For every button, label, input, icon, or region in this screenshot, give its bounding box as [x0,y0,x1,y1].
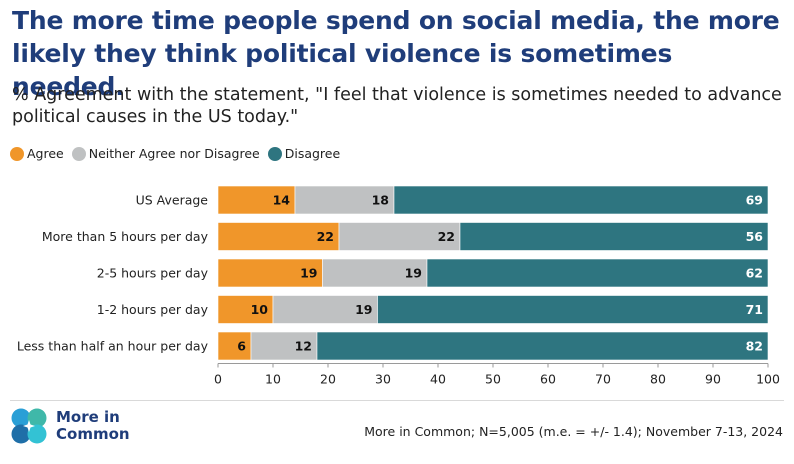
data-label-agree: 19 [300,266,317,281]
x-tick-label: 100 [756,372,780,387]
bar-neither [338,222,461,251]
data-label-neither: 18 [372,193,389,208]
data-label-neither: 22 [438,229,455,244]
legend-label-neither: Neither Agree nor Disagree [88,146,260,161]
data-label-disagree: 56 [746,229,764,244]
category-label: 2-5 hours per day [97,266,209,281]
footer-divider [10,400,784,401]
x-tick-label: 0 [214,372,222,387]
bar-disagree [459,222,769,251]
bar-disagree [316,331,769,361]
data-label-agree: 6 [237,339,246,354]
more-in-common-logo: More in Common [10,407,130,445]
data-label-disagree: 69 [746,193,763,208]
bar-neither [250,331,318,361]
legend-item-disagree: Disagree [267,146,341,161]
bar-agree [217,331,252,361]
legend-item-agree: Agree [10,146,64,161]
x-tick-label: 20 [320,372,336,387]
category-label: 1-2 hours per day [97,302,209,317]
x-tick-label: 90 [705,372,721,387]
data-label-disagree: 62 [746,266,763,281]
bar-disagree [377,295,769,324]
legend-swatch-disagree [267,146,282,161]
category-label: Less than half an hour per day [17,339,209,354]
chart-title: The more time people spend on social med… [12,6,780,101]
data-label-neither: 19 [405,266,422,281]
x-tick-label: 30 [375,372,391,387]
data-label-agree: 10 [251,302,269,317]
legend-swatch-agree [10,146,24,161]
logo-text-line2: Common [56,425,130,443]
bar-agree [217,295,274,324]
data-label-disagree: 82 [746,339,763,354]
bar-disagree [393,185,769,215]
legend: Agree Neither Agree nor Disagree Disagre… [10,146,348,161]
bar-agree [217,258,323,288]
legend-item-neither: Neither Agree nor Disagree [71,146,260,161]
bar-agree [217,222,340,251]
logo-mark-icon [11,408,47,444]
legend-label-agree: Agree [27,146,64,161]
stacked-bar-chart: US Average 14 18 69 More than 5 hours per da… [17,185,780,387]
bar-neither [322,258,428,288]
bar-disagree [426,258,769,288]
data-label-neither: 12 [295,339,312,354]
x-tick-label: 70 [595,372,611,387]
x-tick-label: 40 [430,372,446,387]
data-label-agree: 14 [273,193,291,208]
logo-text: More in Common [56,409,130,443]
x-tick-label: 80 [650,372,666,387]
logo-text-line1: More in [56,408,120,426]
legend-label-disagree: Disagree [284,146,341,161]
category-label: US Average [136,193,209,208]
source-note: More in Common; N=5,005 (m.e. = +/- 1.4)… [364,424,783,439]
x-tick-label: 50 [485,372,501,387]
data-label-neither: 19 [355,302,372,317]
category-label: More than 5 hours per day [42,229,209,244]
data-label-agree: 22 [317,229,334,244]
bar-neither [272,295,378,324]
data-label-disagree: 71 [746,302,763,317]
x-tick-label: 10 [265,372,281,387]
x-tick-label: 60 [540,372,556,387]
bar-neither [294,185,395,215]
chart-subtitle: % Agreement with the statement, "I feel … [12,85,782,127]
legend-swatch-neither [71,146,86,161]
